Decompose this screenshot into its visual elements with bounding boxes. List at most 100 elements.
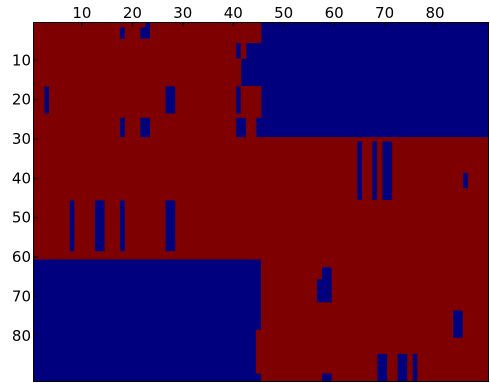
heatmap-cell-run	[245, 117, 257, 122]
heatmap-cell-run	[361, 164, 373, 169]
y-tick-label: 20	[12, 91, 31, 109]
x-tick-label: 60	[325, 4, 344, 22]
heatmap-cell-run	[361, 156, 373, 162]
heatmap-cell-run	[34, 176, 358, 181]
heatmap-cell-run	[150, 34, 262, 40]
heatmap-cell-run	[417, 377, 489, 382]
heatmap-cell-run	[392, 164, 489, 169]
heatmap-cell-run	[34, 70, 242, 75]
x-tick-label: 50	[274, 4, 293, 22]
heatmap-cell-run	[392, 168, 489, 173]
heatmap-cell-run	[467, 184, 489, 189]
heatmap-cell-run	[240, 101, 262, 107]
heatmap-cell-run	[49, 89, 166, 95]
heatmap-cell-run	[462, 333, 489, 339]
heatmap-cell-run	[124, 227, 166, 232]
heatmap-cell-run	[124, 34, 141, 40]
heatmap-cell-run	[387, 361, 398, 366]
heatmap-cell-run	[361, 176, 373, 181]
heatmap-cell-run	[34, 101, 45, 107]
heatmap-cell-run	[417, 365, 489, 370]
heatmap-cell-run	[407, 377, 413, 382]
x-tick-label: 10	[72, 4, 91, 22]
heatmap-cell-run	[34, 235, 70, 240]
heatmap-cell-run	[34, 34, 121, 40]
heatmap-cell-run	[261, 321, 454, 327]
heatmap-cell-run	[361, 180, 373, 185]
heatmap-cell-run	[175, 243, 489, 248]
heatmap-cell-run	[245, 121, 257, 126]
heatmap-cell-run	[361, 141, 373, 146]
heatmap-cell-run	[175, 89, 237, 95]
heatmap-cell-run	[175, 227, 489, 232]
heatmap-cell-run	[377, 188, 383, 193]
heatmap-cell-run	[377, 168, 383, 173]
y-tick-label: 60	[12, 248, 31, 266]
heatmap-cell-run	[150, 23, 262, 28]
heatmap-cell-run	[407, 353, 413, 358]
heatmap-cell-run	[392, 148, 489, 154]
heatmap-cell-run	[104, 231, 121, 236]
heatmap-cell-run	[261, 286, 317, 291]
heatmap-cell-run	[377, 141, 383, 146]
heatmap-cell-run	[34, 168, 358, 173]
heatmap-cell-run	[34, 247, 70, 252]
heatmap-cell-run	[175, 85, 237, 91]
heatmap-cell-run	[124, 200, 166, 205]
heatmap-cell-run	[261, 310, 454, 315]
heatmap-cell-run	[361, 148, 373, 154]
heatmap-cell-run	[175, 207, 489, 213]
heatmap-cell-run	[331, 270, 489, 276]
heatmap-cell-run	[392, 192, 489, 197]
heatmap-cell-run	[240, 54, 247, 59]
heatmap-cell-run	[407, 365, 413, 370]
heatmap-cell-run	[331, 278, 489, 284]
heatmap-cell-run	[407, 357, 413, 362]
heatmap-cell-run	[49, 97, 166, 103]
heatmap-cell-run	[74, 215, 95, 221]
heatmap-cell-run	[261, 318, 454, 323]
heatmap-cell-run	[387, 377, 398, 382]
heatmap-cell-run	[467, 176, 489, 181]
heatmap-cell-run	[74, 247, 95, 252]
heatmap-cell-run	[240, 42, 247, 47]
y-tick-label: 70	[12, 287, 31, 305]
heatmap-cell-run	[361, 152, 373, 158]
heatmap-cell-run	[261, 298, 317, 303]
heatmap-cell-run	[417, 357, 489, 362]
heatmap-cell-run	[175, 223, 489, 228]
heatmap-cell-run	[331, 298, 489, 303]
heatmap-cell-run	[124, 203, 166, 209]
heatmap-cell-run	[34, 200, 70, 205]
heatmap-cell-run	[331, 286, 489, 291]
heatmap-cell-run	[361, 192, 373, 197]
heatmap-cell-run	[417, 369, 489, 374]
heatmap-cell-run	[240, 97, 262, 103]
heatmap-cell-run	[74, 227, 95, 232]
heatmap-cell-run	[175, 200, 489, 205]
heatmap-cell-run	[124, 223, 166, 228]
heatmap-cell-run	[104, 227, 121, 232]
heatmap-cell-run	[377, 176, 383, 181]
heatmap-cell-run	[34, 160, 358, 166]
heatmap-cell-run	[255, 349, 489, 354]
heatmap-cell-run	[377, 160, 383, 166]
heatmap-cell-run	[34, 156, 358, 162]
heatmap-cell-run	[34, 113, 262, 118]
heatmap-cell-run	[34, 148, 358, 154]
heatmap-cell-run	[417, 373, 489, 378]
heatmap-cell-run	[255, 365, 378, 370]
x-tick-label: 80	[425, 4, 444, 22]
heatmap-cell-run	[392, 160, 489, 166]
heatmap-cell-run	[150, 121, 237, 126]
heatmap-cell-run	[361, 196, 373, 201]
y-tick-label: 10	[12, 51, 31, 69]
heatmap-cell-run	[34, 30, 121, 36]
heatmap-cell-run	[104, 223, 121, 228]
heatmap-cell-run	[255, 345, 489, 350]
heatmap-cell-run	[74, 231, 95, 236]
heatmap-cell-run	[34, 215, 70, 221]
heatmap-cell-run	[34, 231, 70, 236]
heatmap-cell-run	[377, 148, 383, 154]
heatmap-cell-run	[74, 200, 95, 205]
